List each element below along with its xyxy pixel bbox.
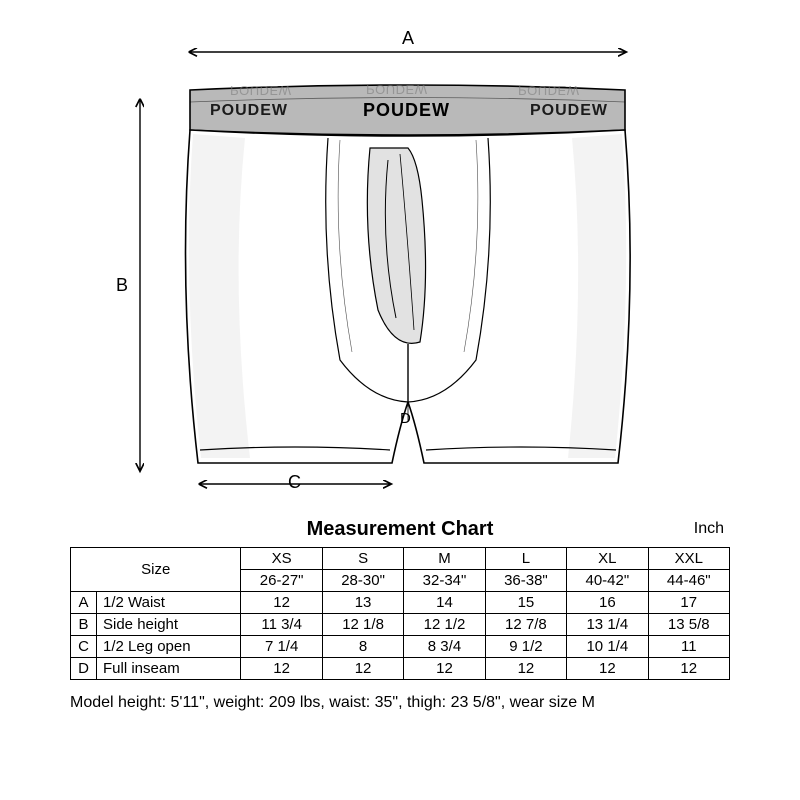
waistband-brand-mirror-left: POUDEW bbox=[230, 83, 292, 98]
row-label-d: Full inseam bbox=[97, 658, 241, 680]
waistband-brand-center: POUDEW bbox=[363, 100, 450, 121]
row-label-c: 1/2 Leg open bbox=[97, 636, 241, 658]
dim-label-a: A bbox=[402, 28, 414, 49]
table-row: D Full inseam 12 12 12 12 12 12 bbox=[71, 658, 730, 680]
model-note: Model height: 5'11", weight: 209 lbs, wa… bbox=[70, 694, 730, 712]
range-col-4: 40-42" bbox=[567, 570, 648, 592]
waistband-brand-left: POUDEW bbox=[210, 102, 288, 120]
size-col-4: XL bbox=[567, 548, 648, 570]
row-key-a: A bbox=[71, 592, 97, 614]
dim-label-b: B bbox=[116, 275, 128, 296]
size-col-5: XXL bbox=[648, 548, 729, 570]
size-header: Size bbox=[71, 548, 241, 592]
measurement-table: Size XS S M L XL XXL 26-27" 28-30" 32-34… bbox=[70, 547, 730, 680]
row-label-b: Side height bbox=[97, 614, 241, 636]
table-row: B Side height 11 3/4 12 1/8 12 1/2 12 7/… bbox=[71, 614, 730, 636]
row-key-d: D bbox=[71, 658, 97, 680]
chart-title-row: Measurement Chart Inch bbox=[70, 518, 730, 541]
row-key-c: C bbox=[71, 636, 97, 658]
size-col-0: XS bbox=[241, 548, 322, 570]
size-col-2: M bbox=[404, 548, 485, 570]
size-col-3: L bbox=[485, 548, 566, 570]
table-row: A 1/2 Waist 12 13 14 15 16 17 bbox=[71, 592, 730, 614]
table-row: C 1/2 Leg open 7 1/4 8 8 3/4 9 1/2 10 1/… bbox=[71, 636, 730, 658]
chart-title: Measurement Chart bbox=[307, 518, 494, 540]
waistband-brand-mirror-right: POUDEW bbox=[518, 83, 580, 98]
range-col-2: 32-34" bbox=[404, 570, 485, 592]
row-label-a: 1/2 Waist bbox=[97, 592, 241, 614]
waistband-brand-right: POUDEW bbox=[530, 102, 608, 120]
range-col-1: 28-30" bbox=[322, 570, 403, 592]
range-col-5: 44-46" bbox=[648, 570, 729, 592]
waistband-brand-mirror-center: POUDEW bbox=[366, 82, 428, 97]
dim-label-c: C bbox=[288, 472, 301, 493]
dim-label-d: D bbox=[400, 410, 411, 427]
row-key-b: B bbox=[71, 614, 97, 636]
range-col-3: 36-38" bbox=[485, 570, 566, 592]
chart-unit: Inch bbox=[694, 520, 724, 538]
size-col-1: S bbox=[322, 548, 403, 570]
product-diagram: A B C D POUDEW POUDEW POUDEW POUDEW POUD… bbox=[70, 30, 730, 500]
range-col-0: 26-27" bbox=[241, 570, 322, 592]
